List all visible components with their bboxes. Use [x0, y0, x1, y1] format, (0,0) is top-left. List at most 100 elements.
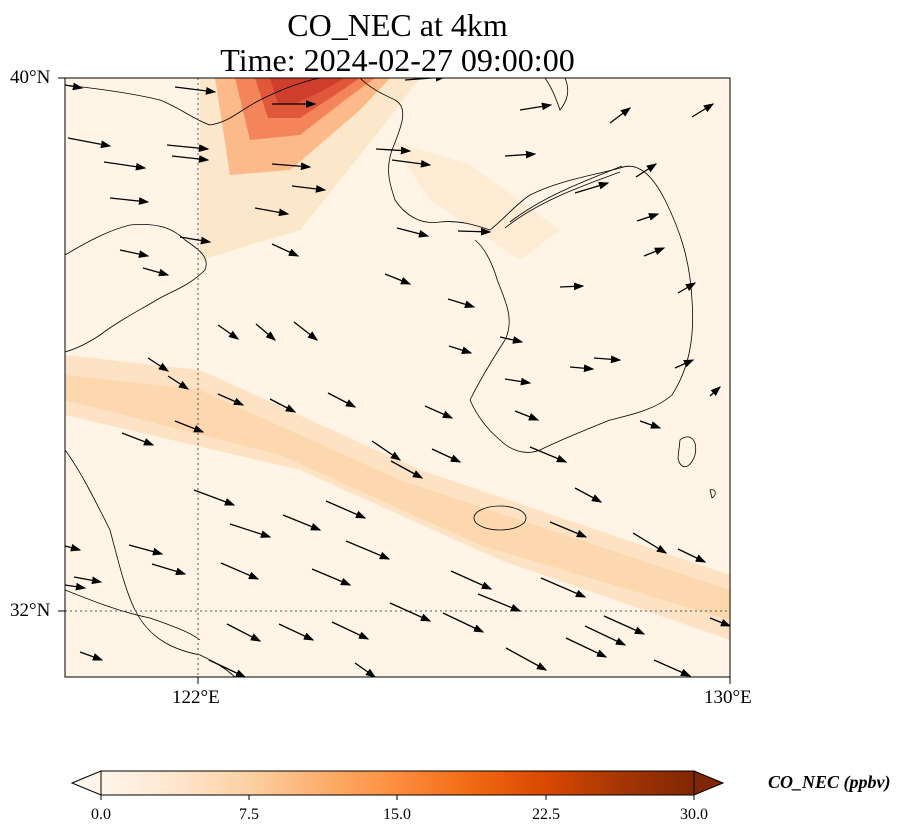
- wind-arrow: [457, 227, 492, 236]
- wind-arrow: [147, 357, 170, 372]
- wind-arrow: [79, 651, 104, 661]
- wind-arrow: [565, 637, 608, 658]
- wind-arrow: [220, 562, 260, 580]
- wind-arrow: [653, 659, 692, 677]
- wind-arrow: [271, 162, 312, 171]
- wind-arrow: [311, 568, 352, 586]
- wind-arrow: [390, 460, 424, 479]
- wind-arrow: [635, 163, 658, 178]
- map-title: CO_NEC at 4km: [287, 7, 508, 43]
- wind-arrow: [271, 243, 300, 257]
- wind-arrow: [226, 623, 262, 642]
- wind-arrow: [109, 197, 150, 205]
- wind-arrow: [609, 107, 632, 124]
- wind-arrow: [574, 181, 610, 194]
- wind-arrow: [65, 582, 87, 591]
- wind-arrow: [677, 282, 697, 294]
- wind-arrow: [674, 359, 695, 369]
- lon-tick-label: 122°E: [172, 687, 220, 708]
- wind-arrow: [345, 540, 391, 560]
- colorbar-max-extend: [693, 770, 725, 796]
- wind-arrow: [255, 323, 276, 341]
- wind-arrow: [119, 249, 150, 258]
- coastlines: [65, 78, 716, 677]
- wind-arrow: [431, 448, 462, 463]
- wind-arrow: [391, 159, 432, 168]
- wind-arrow: [636, 213, 660, 222]
- wind-arrow: [371, 440, 402, 461]
- colorbar-tick-label: 0.0: [91, 806, 111, 823]
- wind-arrow: [574, 487, 603, 503]
- wind-arrow: [166, 144, 210, 152]
- wind-arrow: [632, 532, 668, 554]
- wind-arrow: [65, 82, 84, 91]
- wind-arrow: [167, 375, 190, 390]
- wind-arrow: [499, 336, 524, 344]
- wind-arrow: [504, 150, 537, 159]
- wind-arrow: [396, 227, 430, 238]
- wind-arrow: [584, 625, 627, 646]
- wind-arrow: [569, 364, 595, 373]
- wind-arrow: [450, 570, 493, 590]
- wind-arrow: [529, 446, 568, 463]
- wind-arrow: [142, 267, 170, 277]
- map-time: Time: 2024-02-27 09:00:00: [220, 42, 575, 78]
- wind-arrow: [103, 161, 147, 171]
- wind-arrow: [540, 577, 587, 598]
- lat-tick-label: 32°N: [10, 600, 51, 621]
- wind-arrow: [65, 543, 82, 552]
- wind-arrow: [151, 563, 187, 576]
- colorbar-gradient: [100, 770, 695, 796]
- wind-arrow: [375, 146, 412, 155]
- wind-arrow: [549, 521, 588, 538]
- colorbar-min-extend: [70, 770, 102, 796]
- wind-arrow: [254, 207, 290, 217]
- wind-arrow: [217, 324, 240, 340]
- wind-arrow: [73, 576, 103, 585]
- wind-arrow: [505, 647, 548, 671]
- wind-arrow: [217, 393, 245, 406]
- wind-arrow: [174, 86, 217, 95]
- wind-arrow: [121, 432, 155, 446]
- wind-arrow: [514, 410, 540, 421]
- wind-vectors: [65, 78, 730, 677]
- colorbar-tick-label: 15.0: [383, 806, 411, 823]
- wind-arrow: [179, 236, 212, 245]
- colorbar-tick-label: 22.5: [532, 806, 560, 823]
- wind-arrow: [325, 500, 367, 519]
- wind-arrow: [278, 623, 315, 641]
- wind-arrow: [519, 102, 553, 111]
- wind-arrow: [709, 386, 721, 397]
- wind-arrow: [639, 420, 662, 429]
- wind-arrow: [327, 392, 357, 408]
- wind-arrow: [291, 185, 327, 193]
- wind-arrow: [643, 247, 666, 257]
- map-frame: [64, 77, 731, 678]
- lat-tick-label: 40°N: [10, 67, 51, 88]
- wind-arrow: [174, 420, 205, 433]
- wind-arrow: [229, 523, 272, 538]
- wind-arrow: [193, 489, 236, 506]
- wind-arrow: [603, 615, 646, 635]
- colorbar: [70, 770, 725, 800]
- wind-arrow: [448, 345, 473, 354]
- lon-tick-label: 130°E: [704, 687, 752, 708]
- colorbar-tick-label: 30.0: [680, 806, 708, 823]
- colorbar-label: CO_NEC (ppbv): [768, 772, 891, 792]
- wind-arrow: [269, 398, 297, 413]
- wind-arrow: [282, 514, 322, 531]
- wind-arrow: [709, 617, 730, 627]
- wind-arrow: [477, 593, 522, 612]
- wind-arrow: [442, 612, 485, 633]
- wind-arrow: [128, 544, 164, 556]
- wind-arrow: [293, 321, 319, 341]
- wind-arrow: [677, 548, 707, 563]
- wind-arrow: [208, 659, 247, 677]
- colorbar-tick-label: 7.5: [239, 806, 259, 823]
- wind-arrow: [559, 282, 585, 291]
- wind-arrow: [354, 662, 377, 677]
- wind-arrow: [424, 405, 454, 419]
- wind-arrow: [384, 273, 412, 285]
- wind-arrow: [447, 298, 476, 309]
